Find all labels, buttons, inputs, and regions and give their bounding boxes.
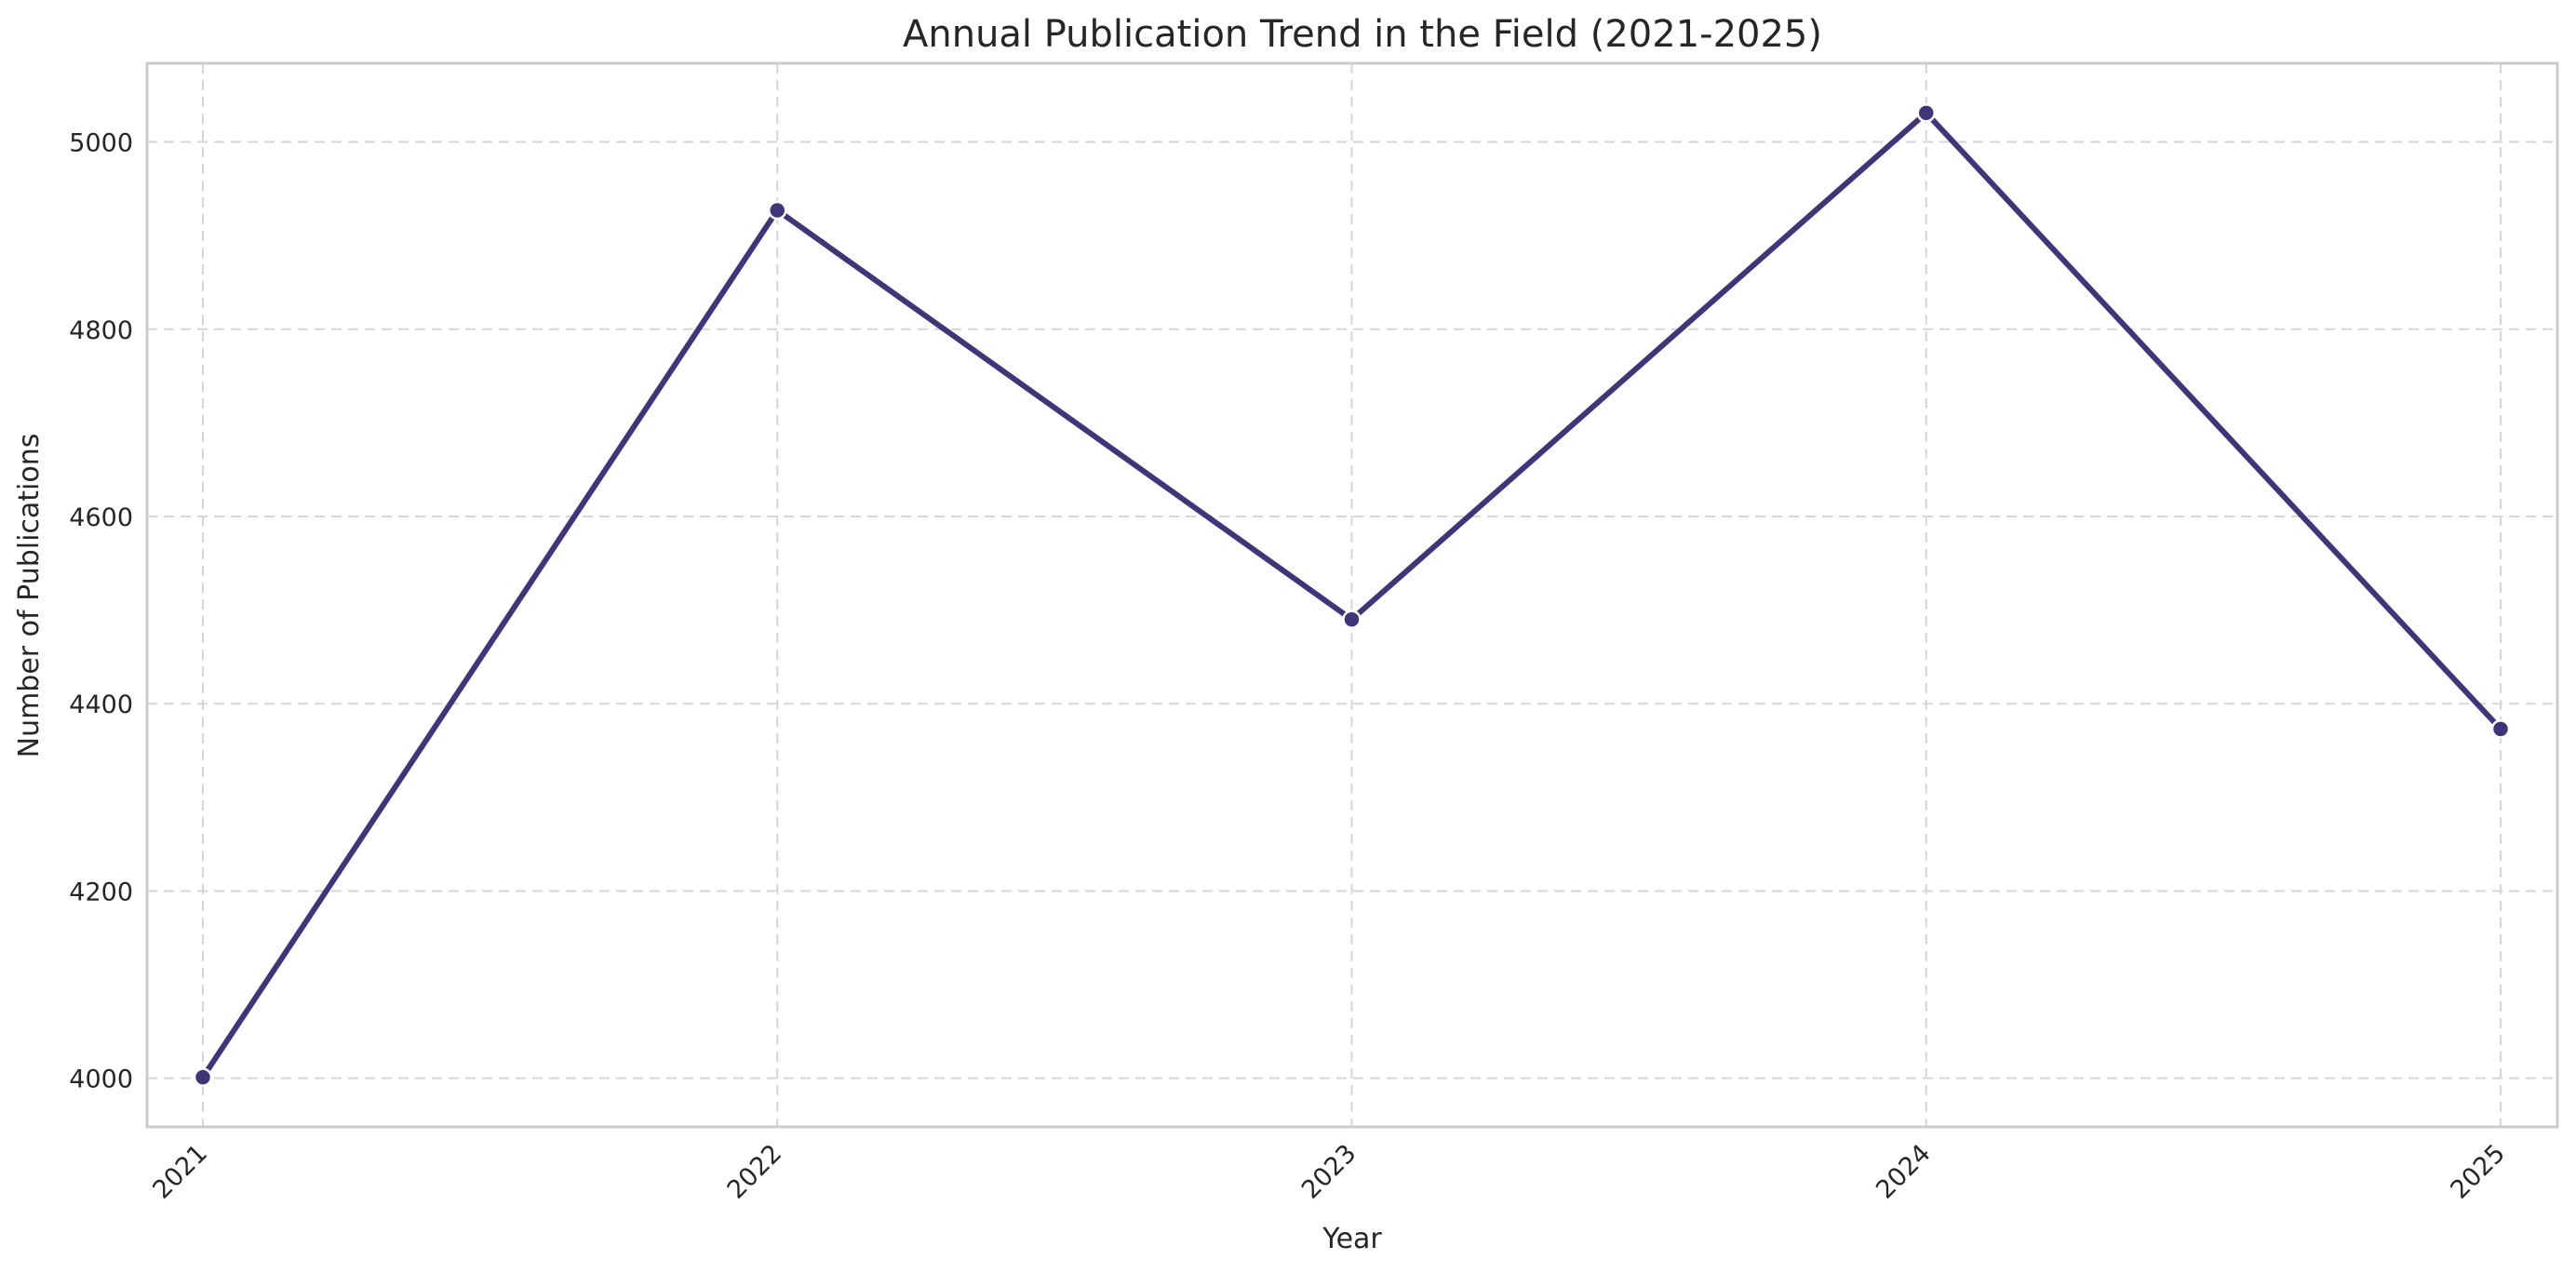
x-tick-label: 2021 bbox=[147, 1139, 213, 1205]
x-tick-label: 2023 bbox=[1296, 1139, 1362, 1205]
y-axis-label: Number of Publications bbox=[13, 434, 46, 758]
grid-lines bbox=[147, 63, 2557, 1127]
tick-labels: 4000 4200 4400 4600 4800 5000 2021 2022 2023 2024… bbox=[69, 129, 2511, 1205]
data-point bbox=[2490, 719, 2511, 739]
y-tick-label: 4000 bbox=[69, 1065, 133, 1094]
chart-title: Annual Publication Trend in the Field (2… bbox=[903, 13, 1822, 56]
x-tick-label: 2025 bbox=[2445, 1139, 2511, 1205]
y-tick-label: 4200 bbox=[69, 878, 133, 906]
y-tick-label: 4400 bbox=[69, 690, 133, 719]
y-tick-label: 4600 bbox=[69, 503, 133, 532]
x-tick-label: 2022 bbox=[722, 1139, 788, 1205]
data-point bbox=[1342, 610, 1362, 629]
x-axis-label: Year bbox=[1322, 1223, 1382, 1255]
plot-frame bbox=[145, 61, 2559, 1129]
series-layer bbox=[193, 103, 2511, 1087]
y-tick-label: 5000 bbox=[69, 129, 133, 158]
data-point bbox=[1916, 103, 1936, 123]
y-tick-label: 4800 bbox=[69, 316, 133, 345]
x-tick-label: 2024 bbox=[1871, 1139, 1937, 1205]
data-point bbox=[768, 200, 787, 221]
data-point bbox=[193, 1067, 213, 1087]
